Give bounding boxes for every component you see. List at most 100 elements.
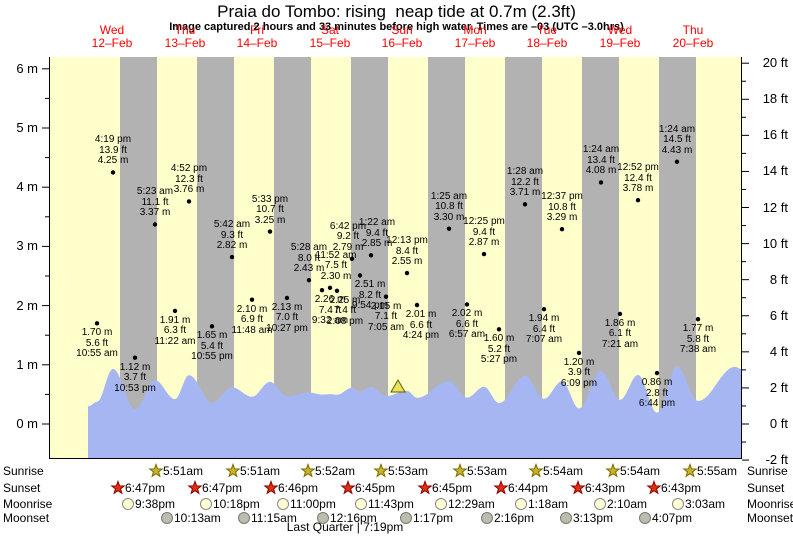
sunset-time: 6:45pm (355, 481, 396, 495)
moonset-icon (238, 512, 250, 524)
low-tide-dot (654, 370, 660, 376)
low-tide-dot (172, 308, 178, 314)
low-tide-annotation: 1.12 m 3.7 ft 10:53 pm (114, 361, 156, 394)
moon-phase-label: Last Quarter | 7:19pm (286, 520, 404, 534)
moonrise-icon (277, 498, 289, 510)
day-date: 12–Feb (91, 36, 133, 50)
high-tide-dot (152, 222, 158, 227)
moonset-time: 1:17pm (413, 511, 454, 525)
low-tide-annotation: 1.86 m 6.1 ft 7:21 am (601, 317, 639, 350)
day-date: 14–Feb (236, 36, 278, 50)
row-label-moonrise-right: Moonrise (747, 497, 793, 511)
sunrise-time: 5:54am (543, 464, 584, 478)
high-tide-annotation: 5:42 am 9.3 ft 2.82 m (213, 219, 251, 252)
high-tide-annotation: 5:23 am 11.1 ft 3.37 m (136, 186, 174, 219)
sunset-time: 6:43pm (585, 481, 626, 495)
sunrise-icon (452, 462, 468, 478)
sunrise-time: 5:52am (315, 464, 356, 478)
day-name: Mon (463, 23, 487, 37)
low-tide-annotation: 1.60 m 5.2 ft 5:27 pm (480, 333, 518, 366)
moonrise-icon (122, 498, 134, 510)
low-tide-dot (464, 302, 470, 307)
row-label-moonset-right: Moonset (747, 511, 793, 525)
moonrise-icon (435, 498, 447, 510)
moonset-icon (317, 512, 329, 524)
y-axis-label-m: 1 m (16, 356, 38, 372)
moonrise-time: 11:43pm (368, 497, 414, 511)
sunset-icon (570, 479, 586, 495)
sunrise-time: 5:55am (697, 464, 738, 478)
plot-border (49, 57, 742, 459)
low-tide-dot (249, 297, 255, 302)
high-tide-annotation: 12:13 pm 8.4 ft 2.55 m (386, 235, 428, 268)
high-tide-dot (446, 226, 452, 231)
low-tide-dot (334, 288, 340, 293)
sunrise-icon (605, 462, 621, 478)
day-date: 17–Feb (454, 36, 496, 50)
moonset-time: 12:16pm (330, 511, 377, 525)
high-tide-annotation: 4:52 pm 12.3 ft 3.76 m (170, 163, 208, 196)
low-tide-annotation: 2.01 m 6.6 ft 4:24 pm (402, 309, 440, 341)
y-axis-label-ft: 20 ft (762, 55, 788, 71)
high-tide-dot (598, 180, 604, 185)
moonrise-time: 3:03am (685, 497, 726, 511)
high-tide-annotation: 1:24 am 14.5 ft 4.43 m (658, 123, 696, 156)
high-tide-dot (368, 253, 374, 258)
low-tide-dot (414, 302, 420, 308)
day-date: 15–Feb (309, 36, 351, 50)
moonset-time: 11:15am (251, 511, 297, 525)
sunrise-icon (528, 462, 544, 478)
chart-title: Praia do Tombo: rising neap tide at 0.7m… (217, 2, 576, 21)
high-tide-dot (229, 254, 235, 260)
high-tide-annotation: 12:52 pm 12.4 ft 3.78 m (617, 162, 659, 195)
sunrise-icon (373, 462, 389, 478)
low-tide-dot (695, 317, 701, 322)
high-tide-annotation: 6:42 pm 9.2 ft 2.79 m (329, 220, 367, 253)
high-tide-dot (306, 277, 312, 283)
day-name: Sun (391, 23, 413, 37)
sunrise-icon (682, 462, 698, 478)
y-axis-label-ft: 2 ft (769, 379, 788, 395)
high-tide-annotation: 5:28 am 8.0 ft 2.43 m (290, 242, 328, 275)
sunset-time: 6:46pm (278, 481, 319, 495)
sunrise-time: 5:54am (620, 464, 661, 478)
low-tide-annotation: 2.10 m 6.9 ft 11:48 am (231, 303, 273, 336)
low-tide-dot (383, 294, 389, 299)
sunset-icon (263, 479, 279, 495)
y-axis-label-ft: 10 ft (762, 235, 788, 251)
low-tide-annotation: 1.20 m 3.9 ft 6:09 pm (560, 356, 598, 389)
low-tide-dot (357, 273, 363, 278)
day-date: 13–Feb (164, 36, 206, 50)
high-tide-annotation: 1:25 am 10.8 ft 3.30 m (430, 190, 468, 223)
day-name: Tue (536, 23, 558, 37)
day-date: 20–Feb (672, 36, 714, 50)
high-tide-dot (267, 229, 273, 234)
moonrise-icon (355, 498, 367, 510)
moonrise-time: 11:00pm (290, 497, 336, 511)
high-tide-dot (110, 170, 116, 175)
low-tide-annotation: 2.02 m 6.6 ft 6:57 am (448, 308, 486, 341)
y-axis-label-ft: 14 ft (762, 163, 788, 179)
high-tide-dot (635, 198, 641, 203)
moonrise-time: 10:18pm (213, 497, 260, 511)
sunset-time: 6:47pm (202, 481, 243, 495)
y-axis-label-m: 6 m (16, 60, 38, 76)
low-tide-annotation: 2.15 m 7.1 ft 7:05 am (367, 300, 405, 333)
low-tide-dot (496, 327, 502, 332)
moonset-time: 10:13am (174, 511, 221, 525)
moonset-time: 3:13pm (573, 511, 614, 525)
moonrise-time: 9:38pm (135, 497, 176, 511)
day-name: Wed (99, 23, 125, 37)
moonset-icon (639, 512, 651, 524)
sunrise-icon (300, 462, 316, 478)
day-date: 19–Feb (599, 36, 641, 50)
day-name: Sat (320, 23, 339, 37)
high-tide-annotation: 4:19 pm 13.9 ft 4.25 m (94, 134, 132, 167)
high-tide-annotation: 1:22 am 9.4 ft 2.85 m (358, 217, 396, 250)
y-axis-label-ft: 18 ft (762, 91, 788, 107)
day-date: 18–Feb (526, 36, 568, 50)
sunset-time: 6:47pm (125, 481, 166, 495)
sunset-icon (646, 479, 662, 495)
moonset-time: 4:07pm (652, 511, 693, 525)
